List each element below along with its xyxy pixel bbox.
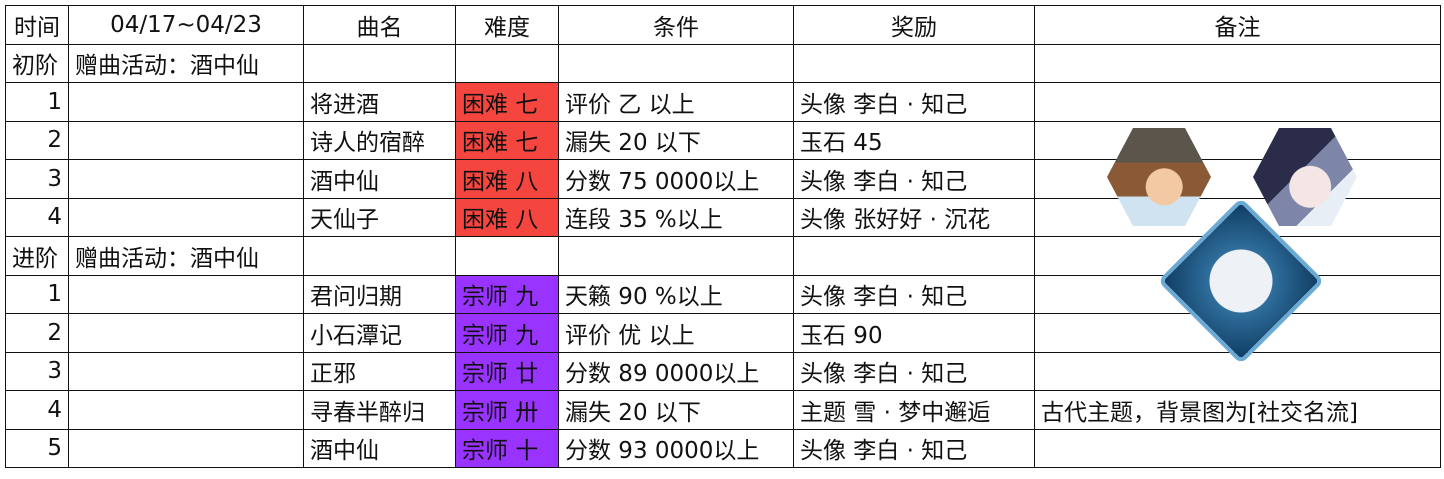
difficulty-badge: 宗师 卅 [455,390,559,430]
song-name: 天仙子 [303,197,456,237]
song-name: 正邪 [303,351,456,391]
header-difficulty: 难度 [455,5,559,45]
header-date: 04/17~04/23 [68,5,304,45]
song-name: 将进酒 [303,82,456,122]
reward: 头像 张好好 · 沉花 [793,197,1035,237]
row-number: 4 [5,390,69,430]
reward: 主题 雪 · 梦中邂逅 [793,390,1035,430]
row-number: 1 [5,274,69,314]
table-row: 4 天仙子 困难 八 连段 35 %以上 头像 张好好 · 沉花 [5,197,1441,237]
reward: 头像 李白 · 知己 [793,274,1035,314]
song-name: 酒中仙 [303,159,456,199]
note [1034,351,1441,391]
condition: 连段 35 %以上 [558,197,794,237]
section-label: 初阶 [5,43,69,83]
note [1034,120,1441,160]
table-row: 3 正邪 宗师 廿 分数 89 0000以上 头像 李白 · 知己 [5,351,1441,391]
difficulty-badge: 宗师 九 [455,313,559,353]
reward: 玉石 45 [793,120,1035,160]
section-event: 赠曲活动：酒中仙 [68,43,304,83]
row-number: 3 [5,351,69,391]
condition: 分数 89 0000以上 [558,351,794,391]
table-row: 2 小石潭记 宗师 九 评价 优 以上 玉石 90 [5,313,1441,353]
event-table: 时间 04/17~04/23 曲名 难度 条件 奖励 备注 初阶 赠曲活动：酒中… [5,5,1441,468]
note: 古代主题，背景图为[社交名流] [1034,390,1441,430]
note [1034,428,1441,468]
section-event: 赠曲活动：酒中仙 [68,236,304,276]
table-row: 4 寻春半醉归 宗师 卅 漏失 20 以下 主题 雪 · 梦中邂逅 古代主题，背… [5,390,1441,430]
difficulty-badge: 困难 七 [455,82,559,122]
song-name: 小石潭记 [303,313,456,353]
note [1034,313,1441,353]
condition: 分数 75 0000以上 [558,159,794,199]
difficulty-badge: 困难 七 [455,120,559,160]
song-name: 酒中仙 [303,428,456,468]
row-number: 4 [5,197,69,237]
row-number: 2 [5,120,69,160]
table-row: 1 将进酒 困难 七 评价 乙 以上 头像 李白 · 知己 [5,82,1441,122]
header-reward: 奖励 [793,5,1035,45]
difficulty-badge: 宗师 十 [455,428,559,468]
reward: 头像 李白 · 知己 [793,351,1035,391]
section-label: 进阶 [5,236,69,276]
difficulty-badge: 困难 八 [455,197,559,237]
note [1034,82,1441,122]
song-name: 寻春半醉归 [303,390,456,430]
condition: 分数 93 0000以上 [558,428,794,468]
note [1034,197,1441,237]
reward: 玉石 90 [793,313,1035,353]
condition: 漏失 20 以下 [558,390,794,430]
row-number: 5 [5,428,69,468]
condition: 评价 乙 以上 [558,82,794,122]
note [1034,274,1441,314]
note [1034,159,1441,199]
reward: 头像 李白 · 知己 [793,428,1035,468]
section-row: 初阶 赠曲活动：酒中仙 [5,43,1441,83]
condition: 天籁 90 %以上 [558,274,794,314]
header-condition: 条件 [558,5,794,45]
table-row: 3 酒中仙 困难 八 分数 75 0000以上 头像 李白 · 知己 [5,159,1441,199]
reward: 头像 李白 · 知己 [793,82,1035,122]
song-name: 诗人的宿醉 [303,120,456,160]
table-row: 5 酒中仙 宗师 十 分数 93 0000以上 头像 李白 · 知己 [5,428,1441,468]
table-row: 2 诗人的宿醉 困难 七 漏失 20 以下 玉石 45 [5,120,1441,160]
row-number: 3 [5,159,69,199]
header-note: 备注 [1034,5,1441,45]
difficulty-badge: 宗师 九 [455,274,559,314]
header-row: 时间 04/17~04/23 曲名 难度 条件 奖励 备注 [5,5,1441,45]
row-number: 1 [5,82,69,122]
header-time: 时间 [5,5,69,45]
song-name: 君问归期 [303,274,456,314]
difficulty-badge: 困难 八 [455,159,559,199]
difficulty-badge: 宗师 廿 [455,351,559,391]
row-number: 2 [5,313,69,353]
table-row: 1 君问归期 宗师 九 天籁 90 %以上 头像 李白 · 知己 [5,274,1441,314]
header-song: 曲名 [303,5,456,45]
section-row: 进阶 赠曲活动：酒中仙 [5,236,1441,276]
condition: 评价 优 以上 [558,313,794,353]
condition: 漏失 20 以下 [558,120,794,160]
reward: 头像 李白 · 知己 [793,159,1035,199]
